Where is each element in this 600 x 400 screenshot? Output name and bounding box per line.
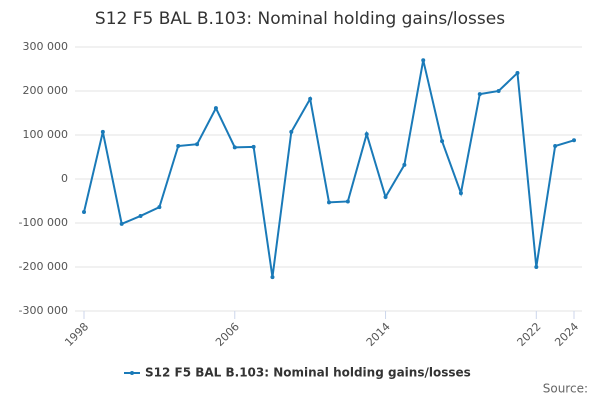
y-tick-label: -200 000 — [19, 260, 68, 273]
y-tick-label: 300 000 — [23, 40, 69, 53]
data-point — [176, 144, 181, 148]
data-point — [477, 92, 482, 97]
x-tick-label: 2022 — [515, 320, 544, 349]
data-point — [195, 142, 200, 147]
source: Source: — [543, 382, 588, 396]
data-point — [138, 213, 143, 218]
y-tick-label: 0 — [61, 172, 68, 185]
data-point — [553, 144, 558, 148]
x-tick-label: 2014 — [364, 320, 393, 349]
y-tick-label: -100 000 — [19, 216, 68, 229]
data-point — [100, 129, 105, 134]
data-point — [82, 210, 86, 214]
data-point — [270, 275, 275, 280]
data-point — [515, 70, 520, 75]
data-point — [572, 138, 576, 143]
legend-label: S12 F5 BAL B.103: Nominal holding gains/… — [145, 366, 471, 380]
data-point — [458, 191, 463, 196]
chart-title: S12 F5 BAL B.103: Nominal holding gains/… — [95, 9, 505, 29]
y-tick-label: 200 000 — [23, 84, 69, 97]
data-point — [534, 265, 539, 269]
data-point — [232, 145, 237, 150]
data-point — [157, 205, 162, 210]
data-point — [345, 199, 350, 204]
y-tick-label: 100 000 — [23, 128, 69, 141]
data-point — [440, 139, 445, 144]
series-line — [83, 59, 575, 278]
data-point — [402, 162, 407, 167]
data-point — [308, 96, 313, 101]
x-tick-label: 2024 — [552, 320, 581, 349]
data-point — [496, 89, 501, 93]
data-point — [119, 221, 124, 226]
data-point — [327, 200, 331, 205]
legend-marker — [130, 371, 134, 375]
x-tick-label: 1998 — [62, 320, 91, 349]
data-point — [364, 132, 369, 137]
x-tick-label: 2006 — [213, 320, 242, 349]
data-point — [421, 58, 426, 63]
data-point — [383, 195, 388, 200]
data-point — [251, 144, 256, 149]
data-point — [289, 129, 294, 134]
data-point — [213, 106, 218, 111]
y-tick-label: -300 000 — [19, 304, 68, 317]
